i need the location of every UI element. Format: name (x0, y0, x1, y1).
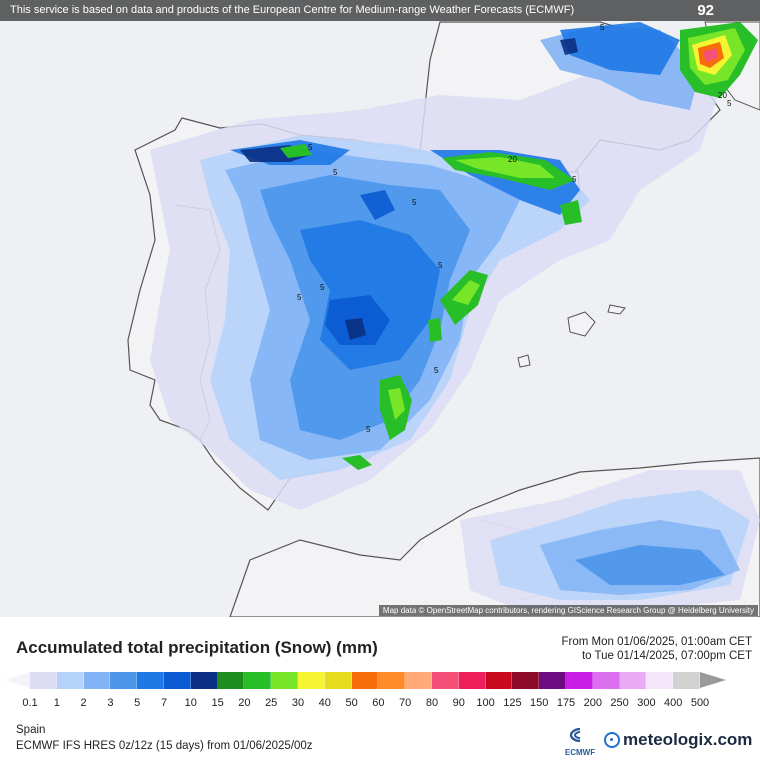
scale-tick-label: 400 (664, 697, 683, 709)
contour-label: 5 (600, 23, 605, 32)
scale-swatch (271, 672, 298, 689)
scale-swatch (619, 672, 647, 689)
time-range: From Mon 01/06/2025, 01:00am CET to Tue … (562, 635, 753, 663)
scale-bar (30, 672, 700, 689)
scale-tick-label: 70 (399, 697, 412, 709)
legend-title: Accumulated total precipitation (Snow) (… (16, 638, 378, 657)
scale-tick-label: 2 (80, 697, 87, 709)
scale-swatch (137, 672, 164, 689)
scale-tick-label: 15 (211, 697, 224, 709)
scale-tick-label: 0.1 (22, 697, 38, 709)
map-attribution[interactable]: Map data © OpenStreetMap contributors, r… (378, 605, 758, 616)
scale-swatch (83, 672, 111, 689)
contour-label: 5 (572, 175, 577, 184)
scale-tick-label: 1 (53, 697, 60, 709)
scale-tick-label: 20 (238, 697, 251, 709)
island-menorca (607, 304, 626, 315)
meteologix-icon (604, 732, 620, 748)
scale-tick-label: 80 (425, 697, 439, 709)
scale-swatch (485, 672, 513, 689)
scale-swatch (217, 672, 245, 689)
scale-swatch (539, 672, 566, 689)
time-range-to: to Tue 01/14/2025, 07:00pm CET (581, 650, 752, 662)
scale-swatch (190, 672, 218, 689)
contour-label: 5 (308, 143, 313, 152)
contour-label: 5 (366, 425, 371, 434)
scale-swatch (244, 672, 272, 689)
ecmwf-notice-banner: This service is based on data and produc… (0, 0, 760, 21)
island-mallorca (567, 311, 596, 337)
scale-tick-label: 10 (184, 697, 197, 709)
scale-tick-label: 500 (690, 697, 710, 709)
scale-tick-label: 40 (318, 697, 331, 709)
scale-swatch (30, 672, 57, 689)
meteologix-brand: meteologix.com (623, 730, 753, 749)
model-info: ECMWF IFS HRES 0z/12z (15 days) from 01/… (16, 740, 313, 752)
contour-label: 5 (320, 283, 325, 292)
scale-tick-label: 125 (503, 697, 522, 709)
ecmwf-logo[interactable]: ECMWF (560, 727, 600, 757)
scale-swatch (110, 672, 138, 689)
island-ibiza (517, 354, 531, 368)
contour-label: 5 (434, 366, 439, 375)
ecmwf-logo-text: ECMWF (564, 748, 596, 757)
scale-tick-label: 30 (291, 697, 305, 709)
scale-low-arrow (4, 672, 30, 688)
map-canvas: 5 5 5 5 5 5 5 5 5 5 20 5 20 (127, 21, 760, 617)
scale-swatch (351, 672, 379, 689)
scale-tick-label: 250 (610, 697, 629, 709)
contour-label: 5 (438, 261, 443, 270)
max-value-label: 92 (697, 2, 714, 19)
scale-swatch (458, 672, 486, 689)
scale-tick-label: 300 (637, 697, 656, 709)
scale-tick-label: 5 (134, 697, 141, 709)
scale-tick-label: 175 (556, 697, 576, 709)
scale-swatch (646, 672, 674, 689)
scale-swatch (405, 672, 432, 689)
scale-swatch (512, 672, 540, 689)
scale-swatch (378, 672, 406, 689)
scale-swatch (592, 672, 620, 689)
scale-high-arrow (700, 672, 726, 688)
contour-label: 20 (718, 91, 727, 100)
ecmwf-logo-icon (569, 727, 581, 743)
meteologix-logo[interactable]: meteologix.com (604, 730, 752, 750)
scale-tick-label: 7 (160, 697, 168, 709)
scale-tick-label: 90 (452, 697, 465, 709)
scale-swatch (297, 672, 325, 689)
precipitation-map: 5 5 5 5 5 5 5 5 5 5 20 5 20 This service… (0, 0, 760, 617)
contour-label: 5 (333, 168, 338, 177)
contour-label: 5 (727, 99, 732, 108)
scale-swatch (565, 672, 593, 689)
color-scale: 0.1 1 2 3 5 7 10 15 20 25 30 40 50 60 70 80 90 100 125 150 1… (0, 672, 760, 712)
scale-tick-label: 25 (265, 697, 278, 709)
scale-swatch (324, 672, 352, 689)
scale-tick-label: 100 (476, 697, 495, 709)
region-label: Spain (16, 724, 46, 736)
scale-tick-label: 3 (107, 697, 114, 709)
contour-label: 5 (412, 198, 417, 207)
contour-labels: 5 5 5 5 5 5 5 5 5 5 20 5 20 (297, 23, 732, 434)
scale-swatch (673, 672, 700, 689)
scale-tick-label: 60 (372, 697, 385, 709)
scale-swatch (56, 672, 84, 689)
scale-tick-label: 50 (345, 697, 358, 709)
contour-label: 5 (297, 293, 302, 302)
contour-label: 20 (508, 155, 517, 164)
scale-swatch (163, 672, 191, 689)
scale-tick-label: 150 (530, 697, 549, 709)
scale-swatch (431, 672, 459, 689)
time-range-from: From Mon 01/06/2025, 01:00am CET (561, 636, 753, 648)
precipitation-field (150, 22, 760, 612)
scale-tick-label: 200 (583, 697, 602, 709)
